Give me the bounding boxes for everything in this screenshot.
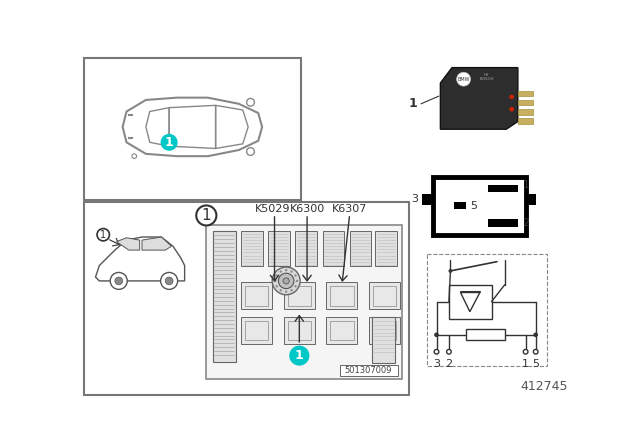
Bar [373,321,396,340]
Text: 1: 1 [408,97,417,110]
Bar [375,231,397,266]
Text: 2: 2 [522,218,530,228]
Text: 2: 2 [445,359,452,370]
Bar [84,58,301,200]
Circle shape [161,272,178,289]
Circle shape [294,274,297,277]
Bar [84,202,410,395]
Circle shape [285,291,287,293]
Circle shape [434,332,439,337]
Bar [454,202,466,209]
Circle shape [533,332,538,337]
Text: 5: 5 [470,201,477,211]
Circle shape [434,349,439,354]
Bar [488,220,518,227]
Text: 1: 1 [100,230,106,240]
Circle shape [291,271,292,273]
Circle shape [291,289,292,291]
Circle shape [280,289,282,291]
Circle shape [449,269,452,273]
Circle shape [276,274,278,277]
Text: 1: 1 [522,180,529,190]
Bar [488,185,518,192]
Text: 3: 3 [433,359,440,370]
Text: BMW: BMW [458,77,470,82]
Bar [241,231,263,266]
Polygon shape [95,237,184,281]
Bar [433,177,525,235]
Bar [340,365,397,375]
Circle shape [115,277,123,285]
Circle shape [283,278,289,284]
Bar [245,321,268,340]
Bar [372,317,396,363]
Bar [326,317,358,344]
Text: 3: 3 [412,194,419,204]
Bar [284,317,315,344]
Circle shape [524,349,528,354]
Text: 412745: 412745 [521,379,568,392]
Polygon shape [123,98,262,156]
Text: 501307009: 501307009 [344,366,392,375]
Bar [284,282,315,310]
Bar [525,194,536,205]
Bar [518,100,533,105]
Bar [206,225,402,379]
Polygon shape [440,68,518,129]
Bar [449,285,492,319]
Bar [330,321,353,340]
Circle shape [276,285,278,288]
Bar [349,231,371,266]
Circle shape [457,72,470,86]
Bar [326,282,358,310]
Circle shape [272,267,300,295]
Circle shape [296,280,298,282]
Bar [369,282,400,310]
Bar [296,231,317,266]
Bar [288,286,311,306]
Text: 1: 1 [202,208,211,223]
Bar [245,286,268,306]
Text: K6307: K6307 [332,204,367,214]
Bar [241,282,272,310]
Circle shape [285,269,287,271]
Circle shape [161,134,178,151]
Bar [369,317,400,344]
Circle shape [447,349,451,354]
Polygon shape [142,237,172,250]
Bar [330,286,353,306]
Bar [212,231,236,362]
Polygon shape [116,238,140,250]
Circle shape [165,277,173,285]
Circle shape [533,349,538,354]
Bar [268,231,290,266]
Circle shape [274,280,276,282]
Text: K5029: K5029 [255,204,290,214]
Bar [373,286,396,306]
Bar [422,194,433,205]
Bar [428,254,547,366]
Bar [288,321,311,340]
Text: 5: 5 [532,359,540,370]
Circle shape [110,272,127,289]
Circle shape [509,107,514,112]
Bar [323,231,344,266]
Bar [518,109,533,115]
Bar [518,118,533,124]
Bar [518,90,533,96]
Text: K6300: K6300 [289,204,324,214]
Circle shape [509,95,514,99]
Text: 1: 1 [522,359,529,370]
Bar [466,329,505,340]
Text: 1: 1 [295,349,304,362]
Text: HY
BOSCH: HY BOSCH [479,73,494,81]
Circle shape [289,345,309,366]
Circle shape [97,228,109,241]
Circle shape [294,285,297,288]
Circle shape [278,273,294,289]
Text: 1: 1 [164,136,173,149]
Circle shape [280,271,282,273]
Circle shape [196,206,216,225]
Bar [241,317,272,344]
